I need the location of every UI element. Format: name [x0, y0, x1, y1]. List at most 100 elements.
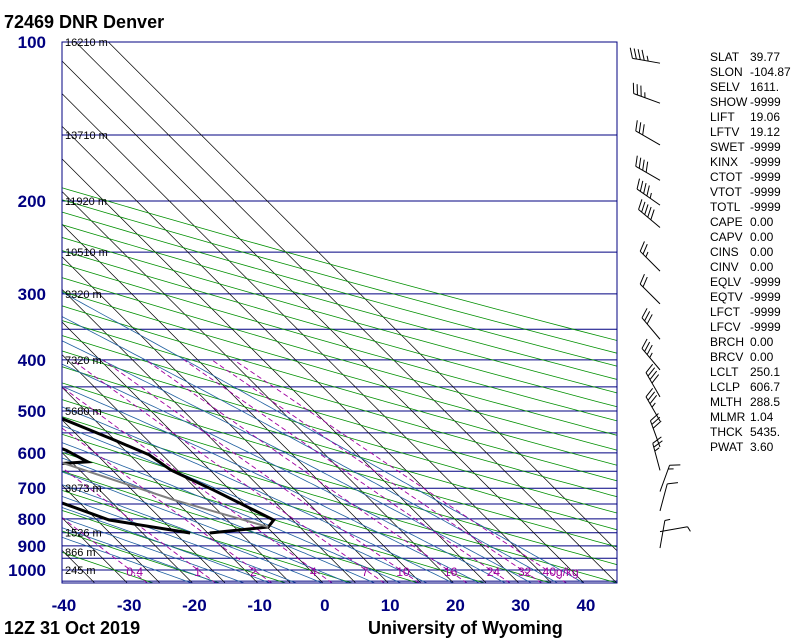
- index-value: 3.60: [750, 440, 774, 454]
- pressure-tick-label: 600: [18, 444, 46, 463]
- pressure-tick-label: 700: [18, 479, 46, 498]
- isotherm: [62, 484, 161, 583]
- index-key: THCK: [710, 425, 743, 439]
- index-row: BRCV 0.00: [710, 350, 790, 365]
- barb-feather: [642, 276, 648, 288]
- index-key: BRCH: [710, 335, 745, 349]
- temperature-tick-label: -10: [247, 596, 272, 615]
- barb-staff: [645, 396, 661, 422]
- wind-barb: [659, 518, 671, 549]
- isotherm: [62, 549, 96, 583]
- index-row: LFTV 19.12: [710, 125, 790, 140]
- isotherm: [0, 42, 30, 583]
- wind-barb: [636, 178, 661, 206]
- isotherm: [62, 191, 454, 583]
- index-value: 1611.: [750, 80, 780, 94]
- dry-adiabat: [62, 382, 617, 548]
- barb-feather: [633, 48, 637, 60]
- height-label: 13710 m: [65, 130, 108, 142]
- indices-panel: SLAT 39.77 SLON -104.87 SELV 1611. SHOW -9999 LI…: [710, 50, 791, 455]
- height-label: 16210 m: [65, 37, 108, 49]
- dry-adiabat: [62, 199, 617, 354]
- index-value: 0.00: [750, 245, 774, 259]
- barb-staff: [652, 443, 661, 471]
- index-row: LFCV -9999: [710, 320, 790, 335]
- mixing-ratio-label: 2: [250, 565, 257, 579]
- moist-adiabat: [62, 316, 559, 583]
- barb-staff: [633, 93, 661, 104]
- index-row: THCK 5435.: [710, 425, 790, 440]
- moist-adiabat: [62, 536, 193, 583]
- index-key: CAPV: [710, 230, 743, 244]
- wind-barb: [645, 363, 661, 398]
- moist-adiabat: [62, 425, 428, 583]
- index-key: LFTV: [710, 125, 740, 139]
- index-value: 250.1: [750, 365, 781, 379]
- temperature-tick-label: 10: [381, 596, 400, 615]
- index-key: CINV: [710, 260, 739, 274]
- index-key: LFCT: [710, 305, 740, 319]
- index-row: SLON -104.87: [710, 65, 791, 80]
- barb-feather: [647, 367, 656, 377]
- dry-adiabat: [62, 224, 617, 380]
- mixing-ratio-label: 24: [487, 565, 501, 579]
- index-key: VTOT: [710, 185, 742, 199]
- moist-adiabat: [62, 363, 507, 583]
- barb-feather: [653, 440, 663, 448]
- barb-staff: [659, 526, 688, 533]
- dry-adiabat: [62, 489, 354, 583]
- temperature-tick-label: 40: [576, 596, 595, 615]
- mixing-ratio-line: [62, 467, 217, 583]
- barb-staff: [632, 57, 661, 64]
- temperature-tick-label: 30: [511, 596, 530, 615]
- index-value: -9999: [750, 290, 781, 304]
- index-key: TOTL: [710, 200, 741, 214]
- index-value: -9999: [750, 305, 781, 319]
- dry-adiabat: [62, 452, 487, 583]
- wind-barb: [639, 274, 661, 305]
- barb-staff: [639, 283, 661, 305]
- index-value: 606.7: [750, 380, 781, 394]
- series-parcel: [62, 461, 269, 528]
- isotherm: [75, 42, 617, 583]
- barb-feather: [638, 157, 642, 169]
- wind-barb: [638, 199, 661, 228]
- moist-adiabat: [62, 385, 481, 583]
- index-value: -9999: [750, 95, 781, 109]
- mixing-ratio-line: [71, 359, 386, 583]
- wind-barb: [639, 241, 661, 272]
- index-value: -9999: [750, 170, 781, 184]
- barb-feather: [636, 178, 641, 190]
- dry-adiabat: [62, 530, 221, 583]
- dry-adiabat: [62, 320, 617, 482]
- height-label: 10510 m: [65, 247, 108, 259]
- barb-staff: [636, 188, 661, 206]
- index-key: PWAT: [710, 440, 744, 454]
- temperature-tick-label: -30: [117, 596, 142, 615]
- index-key: SHOW: [710, 95, 748, 109]
- dry-adiabat: [62, 350, 617, 514]
- index-key: SELV: [710, 80, 740, 94]
- index-key: LCLP: [710, 380, 741, 394]
- index-value: 0.00: [750, 230, 774, 244]
- mixing-ratio-label: 1: [194, 565, 201, 579]
- moist-adiabat: [62, 471, 350, 583]
- series-temperature: [62, 416, 277, 535]
- pressure-tick-label: 1000: [8, 561, 46, 580]
- moist-adiabat: [62, 517, 246, 583]
- barb-feather: [635, 120, 638, 132]
- index-key: LCLT: [710, 365, 739, 379]
- index-value: -9999: [750, 200, 781, 214]
- barb-staff: [659, 483, 668, 512]
- wind-barb: [641, 338, 661, 371]
- index-key: EQTV: [710, 290, 743, 304]
- barb-feather: [629, 47, 633, 59]
- barb-half-feather: [646, 55, 649, 62]
- index-value: -9999: [750, 320, 781, 334]
- footer-source: University of Wyoming: [368, 618, 563, 638]
- index-key: CAPE: [710, 215, 743, 229]
- index-row: VTOT -9999: [710, 185, 790, 200]
- index-key: CINS: [710, 245, 739, 259]
- barb-feather: [646, 314, 653, 325]
- height-label: 5680 m: [65, 406, 102, 418]
